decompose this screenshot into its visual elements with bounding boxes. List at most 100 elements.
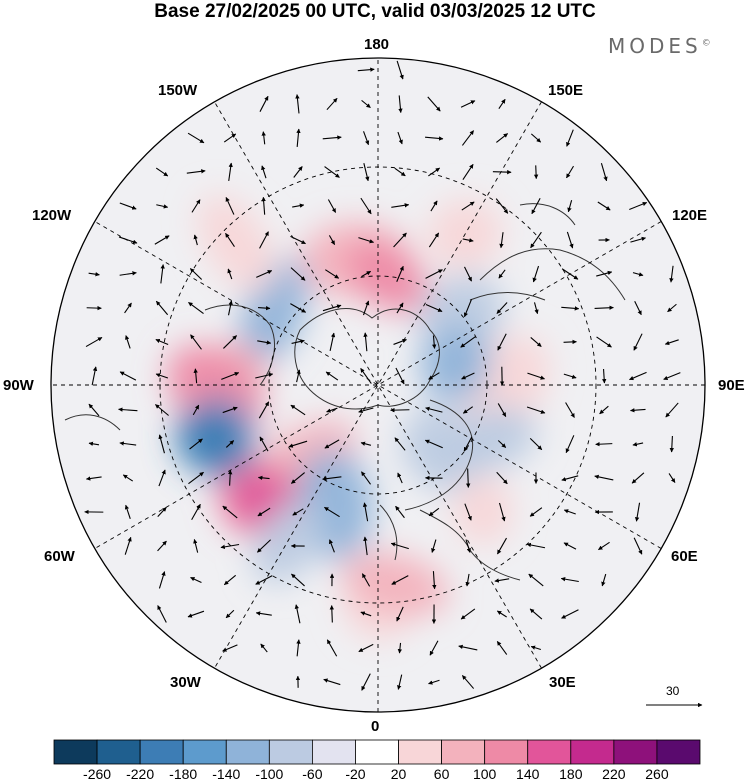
wind-arrow bbox=[497, 333, 507, 351]
wind-arrow bbox=[634, 300, 642, 316]
wind-arrow bbox=[192, 404, 200, 416]
wind-arrow bbox=[427, 96, 441, 112]
lon-label-0: 0 bbox=[371, 718, 380, 735]
colorbar-swatch bbox=[311, 739, 356, 765]
colorbar-swatch bbox=[53, 739, 98, 765]
lon-label-120e: 120E bbox=[672, 207, 708, 224]
wind-arrow bbox=[632, 272, 644, 277]
wind-arrow bbox=[596, 336, 612, 348]
wind-arrow bbox=[255, 611, 272, 616]
wind-arrow bbox=[394, 437, 406, 451]
wind-arrow bbox=[291, 472, 305, 484]
wind-arrow bbox=[528, 573, 544, 587]
wind-arrow bbox=[567, 200, 573, 213]
wind-arrow bbox=[428, 232, 440, 248]
wind-arrow bbox=[124, 302, 132, 314]
colorbar-tick-label: -20 bbox=[345, 766, 366, 782]
colorbar-tick-label: -180 bbox=[169, 766, 198, 782]
wind-arrow bbox=[669, 265, 674, 283]
map-title: Base 27/02/2025 00 UTC, valid 03/03/2025… bbox=[154, 1, 596, 22]
wind-arrow bbox=[464, 266, 472, 282]
wind-arrow bbox=[632, 442, 644, 447]
wind-arrow bbox=[157, 540, 167, 552]
wind-arrow bbox=[526, 542, 546, 549]
wind-arrow bbox=[596, 270, 613, 277]
wind-arrow bbox=[431, 539, 437, 553]
wind-arrow bbox=[292, 508, 304, 516]
wind-arrow bbox=[193, 538, 199, 553]
wind-arrow bbox=[122, 474, 134, 482]
wind-arrow bbox=[257, 539, 271, 553]
wind-arrow bbox=[158, 469, 166, 487]
coastlines bbox=[64, 203, 626, 581]
wind-arrow bbox=[566, 165, 574, 179]
wind-arrow bbox=[530, 645, 542, 651]
wind-arrow bbox=[325, 371, 339, 381]
colorbar-swatch bbox=[182, 739, 227, 765]
lon-label-30e: 30E bbox=[549, 674, 576, 691]
wind-arrow bbox=[460, 608, 476, 620]
colorbar-swatch bbox=[441, 739, 486, 765]
wind-arrow bbox=[223, 133, 237, 143]
colorbar-tick-label: 260 bbox=[645, 766, 669, 782]
wind-arrow bbox=[255, 575, 273, 585]
wind-arrow bbox=[361, 673, 371, 691]
wind-arrow bbox=[530, 133, 542, 143]
wind-arrow bbox=[190, 576, 202, 584]
wind-arrow bbox=[362, 300, 370, 316]
wind-arrow bbox=[188, 301, 204, 315]
wind-arrow bbox=[155, 167, 169, 177]
wind-arrow bbox=[529, 437, 543, 451]
anomaly-blob bbox=[174, 403, 250, 475]
wind-arrow bbox=[363, 536, 368, 556]
colorbar-swatch bbox=[355, 739, 399, 765]
wind-arrow bbox=[463, 436, 473, 452]
wind-arrow bbox=[599, 405, 609, 415]
wind-arrow bbox=[358, 407, 374, 414]
wind-arrow bbox=[155, 300, 169, 316]
wind-arrow bbox=[530, 231, 542, 249]
colorbar-swatch bbox=[570, 739, 615, 765]
wind-arrow bbox=[597, 201, 611, 211]
wind-arrow bbox=[291, 573, 305, 587]
wind-arrow bbox=[257, 305, 271, 311]
wind-arrow bbox=[498, 269, 506, 279]
wind-arrow bbox=[296, 639, 301, 657]
wind-arrow bbox=[566, 129, 574, 147]
wind-arrow bbox=[465, 539, 471, 553]
wind-arrow bbox=[361, 573, 371, 587]
lon-label-180: 180 bbox=[364, 36, 390, 53]
wind-arrow bbox=[601, 573, 607, 587]
wind-arrow bbox=[193, 234, 198, 246]
wind-arrow bbox=[561, 609, 579, 619]
wind-arrow bbox=[259, 95, 269, 112]
anomaly-blob bbox=[419, 326, 491, 402]
wind-arrow bbox=[462, 238, 474, 243]
wind-arrow bbox=[158, 571, 166, 589]
wind-arrow bbox=[397, 472, 403, 484]
colorbar-swatch bbox=[225, 739, 270, 765]
wind-arrow bbox=[88, 441, 100, 446]
wind-arrow bbox=[600, 163, 608, 182]
colorbar-tick-label: 140 bbox=[516, 766, 540, 782]
wind-arrow bbox=[667, 303, 677, 313]
wind-arrow bbox=[497, 403, 507, 417]
wind-arrow bbox=[360, 611, 372, 617]
wind-arrow bbox=[328, 539, 335, 553]
wind-arrow bbox=[119, 441, 137, 446]
wind-arrow bbox=[220, 543, 240, 550]
anomaly-blob bbox=[453, 475, 514, 546]
wind-arrow bbox=[326, 97, 338, 111]
wind-arrow bbox=[157, 507, 167, 517]
wind-arrow bbox=[496, 302, 508, 314]
wind-arrow bbox=[631, 472, 645, 484]
wind-arrow bbox=[225, 232, 235, 247]
wind-arrow bbox=[119, 202, 137, 210]
wind-arrow bbox=[256, 270, 273, 278]
wind-arrow bbox=[563, 373, 577, 379]
wind-arrow bbox=[225, 609, 235, 619]
reference-vector-label: 30 bbox=[666, 684, 680, 698]
wind-arrow bbox=[228, 162, 233, 182]
wind-arrow bbox=[193, 368, 198, 384]
wind-arrow bbox=[532, 265, 540, 283]
